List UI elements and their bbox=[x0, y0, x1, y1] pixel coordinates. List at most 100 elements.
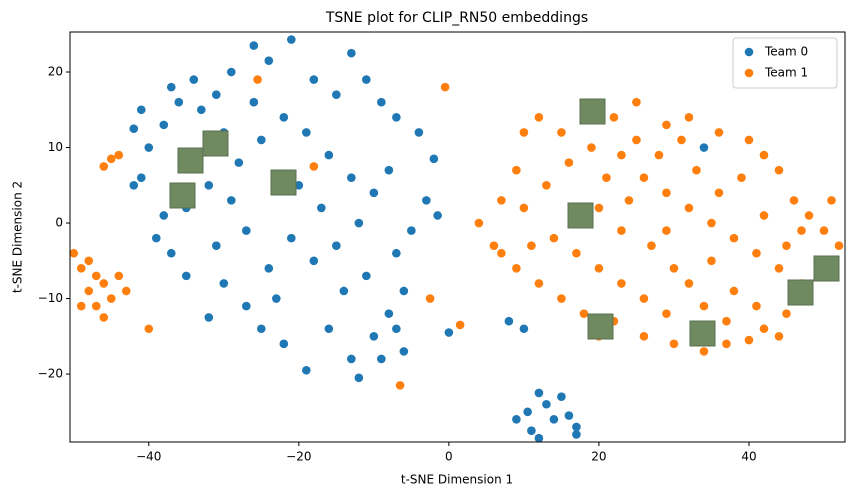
point bbox=[347, 354, 356, 364]
point bbox=[99, 162, 109, 171]
point bbox=[302, 128, 311, 137]
point bbox=[624, 196, 634, 205]
point bbox=[121, 286, 131, 296]
point bbox=[399, 347, 409, 356]
point bbox=[91, 271, 101, 281]
point bbox=[527, 241, 536, 250]
point bbox=[684, 203, 694, 213]
point bbox=[309, 75, 319, 84]
point bbox=[433, 211, 442, 220]
point bbox=[534, 279, 544, 288]
point bbox=[684, 113, 694, 122]
point bbox=[759, 324, 769, 334]
point bbox=[204, 180, 214, 190]
x-tick-label: 0 bbox=[445, 450, 453, 464]
thumbnail bbox=[567, 202, 594, 229]
point bbox=[722, 339, 731, 349]
point bbox=[196, 105, 206, 115]
point bbox=[752, 301, 761, 311]
point bbox=[564, 411, 574, 420]
thumbnail bbox=[169, 182, 196, 209]
point bbox=[369, 188, 379, 198]
point bbox=[309, 256, 319, 266]
point bbox=[497, 248, 506, 258]
point bbox=[444, 328, 454, 337]
point bbox=[234, 158, 244, 167]
point bbox=[392, 113, 401, 122]
point bbox=[384, 165, 394, 175]
legend-marker bbox=[744, 68, 754, 78]
point bbox=[332, 241, 341, 250]
point bbox=[249, 97, 259, 107]
point bbox=[752, 248, 761, 258]
y-tick-label: 10 bbox=[48, 140, 63, 154]
point bbox=[474, 218, 484, 228]
point bbox=[512, 264, 521, 273]
point bbox=[579, 309, 589, 318]
x-tick-label: −20 bbox=[286, 450, 311, 464]
x-tick-label: 40 bbox=[741, 450, 756, 464]
point bbox=[99, 279, 109, 288]
point bbox=[354, 373, 364, 383]
point bbox=[227, 196, 236, 205]
point bbox=[519, 128, 529, 137]
point bbox=[84, 286, 94, 296]
point bbox=[557, 128, 566, 137]
thumbnails bbox=[169, 98, 840, 347]
point bbox=[422, 196, 431, 205]
point bbox=[699, 301, 709, 311]
point bbox=[617, 150, 626, 160]
point bbox=[594, 264, 604, 273]
point bbox=[99, 313, 109, 322]
point bbox=[504, 316, 514, 326]
point bbox=[789, 196, 799, 205]
point bbox=[76, 264, 86, 273]
point bbox=[339, 286, 349, 296]
point bbox=[564, 158, 574, 167]
point bbox=[662, 226, 671, 235]
point bbox=[527, 426, 536, 435]
point bbox=[362, 75, 371, 84]
point bbox=[699, 143, 709, 152]
point bbox=[211, 90, 221, 99]
point bbox=[377, 354, 386, 364]
point bbox=[684, 279, 694, 288]
point bbox=[253, 75, 262, 84]
x-tick-label: 20 bbox=[591, 450, 606, 464]
y-tick-label: −10 bbox=[38, 291, 63, 305]
point bbox=[759, 211, 769, 220]
point bbox=[587, 143, 596, 152]
point bbox=[392, 324, 401, 334]
point bbox=[647, 241, 656, 250]
point bbox=[774, 165, 784, 175]
point bbox=[309, 162, 319, 171]
point bbox=[377, 97, 386, 107]
point bbox=[729, 286, 739, 296]
point bbox=[76, 301, 86, 311]
point bbox=[519, 324, 529, 334]
legend-label: Team 0 bbox=[764, 45, 808, 59]
point bbox=[392, 248, 401, 258]
point bbox=[144, 324, 154, 334]
point bbox=[414, 128, 424, 137]
point bbox=[242, 226, 251, 235]
point bbox=[534, 433, 544, 442]
point bbox=[549, 233, 559, 243]
point bbox=[707, 218, 716, 228]
point bbox=[714, 188, 724, 198]
point bbox=[774, 331, 784, 341]
point bbox=[639, 173, 649, 183]
point bbox=[279, 113, 289, 122]
point bbox=[782, 309, 791, 318]
point bbox=[782, 241, 791, 250]
point bbox=[106, 294, 116, 303]
point bbox=[136, 105, 146, 115]
point bbox=[549, 415, 559, 424]
point bbox=[774, 264, 784, 273]
point bbox=[677, 135, 686, 145]
point bbox=[347, 48, 356, 58]
point bbox=[523, 407, 532, 417]
point bbox=[662, 188, 671, 198]
point bbox=[744, 335, 754, 345]
